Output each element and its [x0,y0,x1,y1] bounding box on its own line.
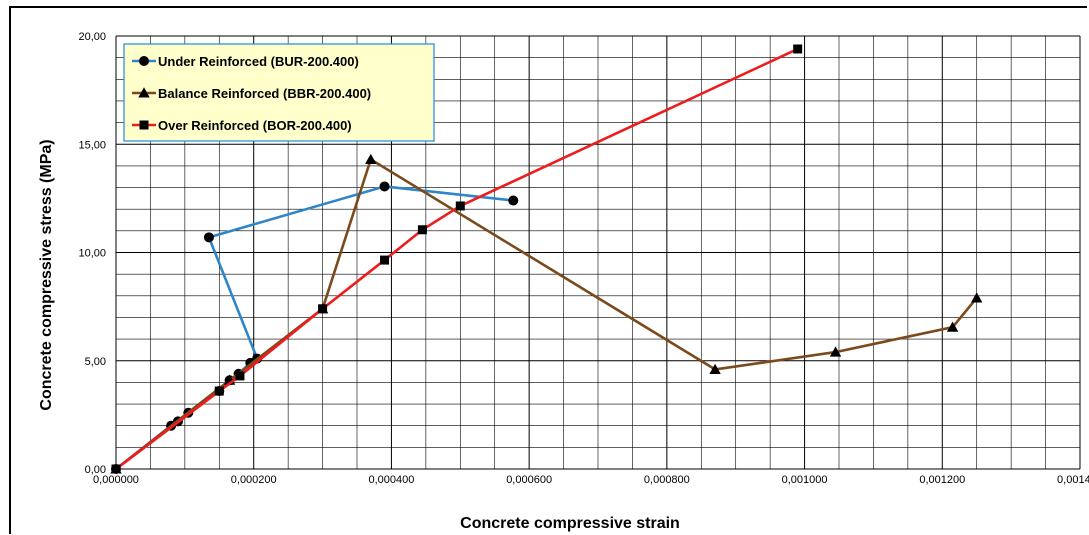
x-tick-label: 0,000000 [93,474,139,486]
x-tick-label: 0,000200 [231,474,277,486]
data-point [318,304,328,314]
data-point [203,232,214,243]
data-point [709,363,721,374]
legend-item: Balance Reinforced (BBR-200.400) [132,86,371,101]
y-axis-title: Concrete compressive stress (MPa) [38,139,55,410]
data-point [455,201,465,211]
data-point [829,346,842,357]
legend-item: Under Reinforced (BUR-200.400) [132,54,359,69]
x-tick-label: 0,000800 [644,474,690,486]
x-tick-label: 0,000600 [506,474,552,486]
data-point [380,255,390,265]
legend: Under Reinforced (BUR-200.400) Balance Re… [123,43,435,142]
x-tick-label: 0,001000 [782,474,828,486]
data-point [508,195,519,206]
x-tick-label: 0,001200 [919,474,965,486]
legend-item: Over Reinforced (BOR-200.400) [132,118,352,133]
data-point [946,321,959,332]
legend-label: Balance Reinforced (BBR-200.400) [158,86,371,101]
data-point [971,292,983,303]
legend-label: Under Reinforced (BUR-200.400) [158,54,359,69]
y-tick-label: 0,00 [85,464,106,476]
data-point [793,44,803,54]
legend-marker [139,120,149,130]
y-tick-label: 15,00 [78,139,106,151]
data-point [235,371,245,381]
x-tick-label: 0,000400 [368,474,414,486]
legend-marker [139,56,149,66]
series-layer [110,44,983,474]
series-line [115,158,978,471]
y-tick-label: 5,00 [85,356,106,368]
x-tick-label: 0,001400 [1057,474,1089,486]
y-tick-label: 10,00 [78,248,106,260]
data-point [214,386,224,396]
legend-label: Over Reinforced (BOR-200.400) [158,118,352,133]
y-tick-label: 20,00 [78,31,106,43]
x-axis-title: Concrete compressive strain [460,515,680,532]
data-point [379,181,390,192]
data-point [111,464,121,474]
y-axis-ticks: 0,00 5,00 10,00 15,00 20,00 [78,31,106,476]
series-3 [111,44,803,474]
data-point [417,225,427,235]
legend-marker [138,87,150,98]
data-point [365,153,377,164]
chart-frame [9,6,1087,534]
legend-box [123,43,435,142]
x-axis-ticks: 0,000000 0,000200 0,000400 0,000600 0,000800… [93,474,1089,486]
